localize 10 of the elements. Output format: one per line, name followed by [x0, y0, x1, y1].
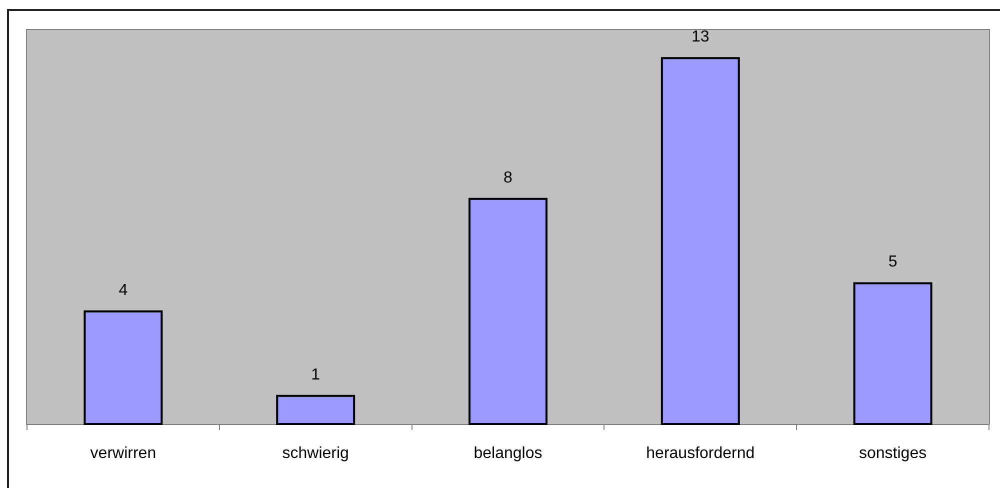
data-label: 4: [118, 282, 128, 299]
data-label: 5: [888, 254, 898, 271]
data-label: 8: [504, 169, 513, 186]
data-label: 1: [311, 366, 320, 384]
x-tick-label: schwierig: [282, 445, 349, 462]
x-tick-label: belanglos: [474, 445, 542, 462]
x-tick-label: herausfordernd: [646, 445, 755, 462]
x-tick-label: sonstiges: [859, 445, 927, 462]
data-label: 13: [692, 28, 710, 46]
x-tick-label: verwirren: [90, 445, 156, 462]
